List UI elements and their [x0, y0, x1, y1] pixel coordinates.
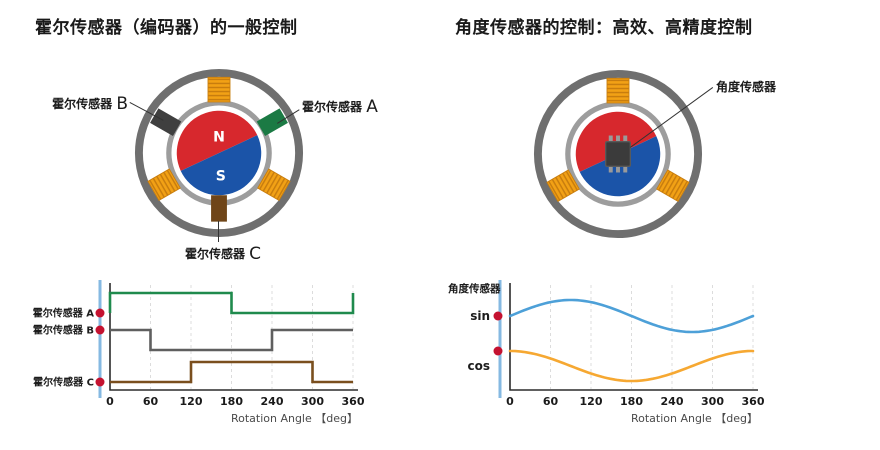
svg-text:240: 240: [261, 395, 284, 408]
hall-sensor-b-letter: B: [116, 94, 128, 114]
svg-text:sin: sin: [470, 309, 490, 323]
coil-lower-left: [147, 168, 181, 201]
leader-line-sensor-c: [218, 221, 219, 242]
svg-text:120: 120: [180, 395, 203, 408]
svg-text:Rotation Angle 【deg】: Rotation Angle 【deg】: [231, 412, 358, 425]
angle-sensor-motor-diagram: [533, 69, 703, 239]
coil-top: [207, 76, 231, 103]
svg-text:霍尔传感器 A: 霍尔传感器 A: [33, 307, 94, 320]
hall-sensor-a: [256, 108, 288, 137]
rotor-magnet: [176, 110, 262, 196]
angle-sensor-waveform-chart: 0 60 120 180 240 300 360 Rotation Angle 【deg】 角度…: [448, 280, 765, 425]
coil-lower-left: [546, 169, 580, 202]
hall-sensor-a-letter: A: [366, 97, 378, 117]
svg-text:Rotation Angle 【deg】: Rotation Angle 【deg】: [631, 412, 758, 425]
rotor-n-label: N: [213, 130, 225, 146]
svg-text:360: 360: [742, 395, 765, 408]
svg-text:霍尔传感器 B: 霍尔传感器 B: [33, 324, 94, 337]
hall-sensor-a-label: 霍尔传感器 A: [302, 97, 378, 117]
angle-sensor-chip-icon: [605, 135, 631, 173]
svg-text:300: 300: [701, 395, 724, 408]
svg-text:240: 240: [661, 395, 684, 408]
hall-sensor-c: [211, 195, 227, 222]
svg-text:cos: cos: [468, 359, 491, 373]
stator-outer-ring: [134, 68, 304, 238]
hall-motor-diagram: N S: [134, 68, 304, 238]
stator-outer-ring: [533, 69, 703, 239]
svg-text:120: 120: [580, 395, 603, 408]
svg-text:0: 0: [106, 395, 114, 408]
hall-sensor-c-letter: C: [249, 244, 262, 264]
svg-text:角度传感器: 角度传感器: [448, 282, 501, 295]
svg-text:霍尔传感器 C: 霍尔传感器 C: [33, 376, 94, 389]
hall-sensor-b: [150, 108, 182, 137]
left-panel-title: 霍尔传感器（编码器）的一般控制: [35, 18, 298, 38]
svg-text:360: 360: [342, 395, 365, 408]
angle-sensor-label: 角度传感器: [716, 80, 777, 94]
stator-inner-ring: [565, 101, 671, 207]
coil-lower-right: [257, 168, 291, 201]
hall-sensor-waveform-chart: 0 60 120 180 240 300 360 Rotation Angle 【deg】 霍尔…: [33, 280, 365, 425]
hall-sensor-c-label: 霍尔传感器 C: [184, 244, 262, 264]
coil-lower-right: [656, 169, 690, 202]
rotor-s-label: S: [216, 168, 226, 184]
svg-text:0: 0: [506, 395, 514, 408]
hall-sensor-b-label: 霍尔传感器 B: [52, 94, 128, 114]
svg-text:300: 300: [301, 395, 324, 408]
svg-text:60: 60: [143, 395, 159, 408]
svg-text:180: 180: [220, 395, 243, 408]
svg-text:180: 180: [620, 395, 643, 408]
right-panel-title: 角度传感器的控制：高效、高精度控制: [455, 18, 753, 38]
svg-text:60: 60: [543, 395, 559, 408]
coil-top: [606, 77, 630, 104]
